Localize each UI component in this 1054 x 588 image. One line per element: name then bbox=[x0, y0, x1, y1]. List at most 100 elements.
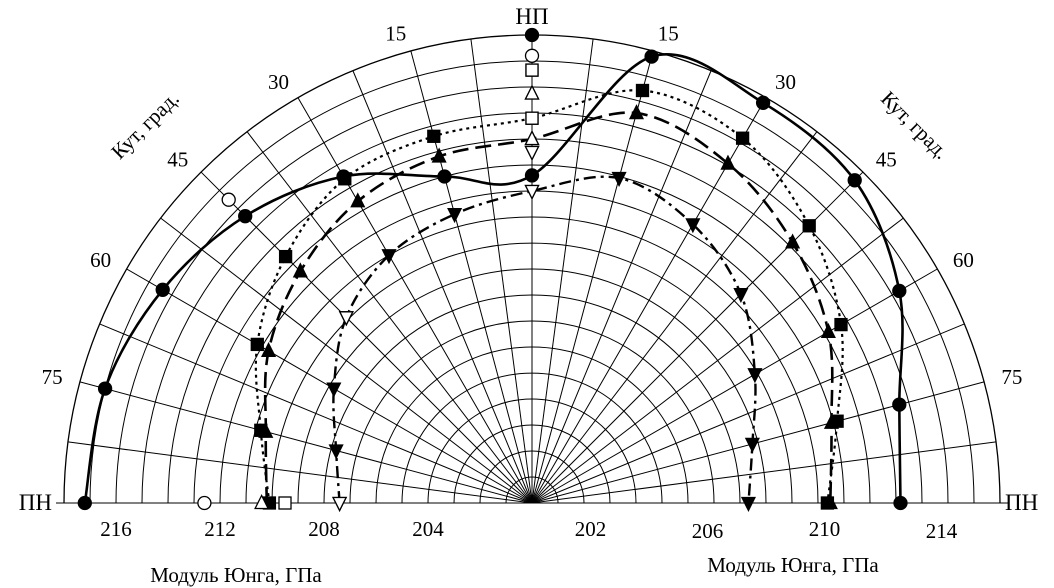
angle-tick-label: 30 bbox=[775, 70, 796, 94]
filled-triangle-up-marker bbox=[823, 413, 840, 429]
angle-spoke bbox=[160, 217, 533, 504]
filled-triangle-down-marker bbox=[744, 437, 760, 453]
filled-triangle-up-marker bbox=[822, 494, 838, 510]
angle-tick-label: 15 bbox=[385, 22, 406, 46]
filled-circle-marker bbox=[238, 209, 253, 224]
filled-circle-marker bbox=[155, 282, 170, 297]
angle-tick-label: 75 bbox=[1001, 365, 1022, 389]
open-triangle-down-marker bbox=[524, 184, 540, 200]
angle-tick-label: 75 bbox=[42, 365, 63, 389]
angle-spoke bbox=[531, 50, 654, 504]
open-triangle-down-marker bbox=[332, 496, 348, 512]
open-circle-marker bbox=[524, 48, 540, 63]
filled-circle-marker bbox=[892, 283, 907, 299]
angle-spoke bbox=[531, 268, 938, 504]
filled-circle-marker bbox=[524, 168, 540, 183]
angle-spoke bbox=[531, 217, 904, 504]
open-square-marker bbox=[525, 111, 539, 125]
angle-spoke bbox=[531, 323, 965, 504]
radial-tick-label: 202 bbox=[575, 517, 607, 541]
angle-tick-label: 60 bbox=[90, 248, 111, 272]
filled-triangle-down-marker bbox=[328, 444, 344, 460]
angle-spoke bbox=[531, 70, 712, 504]
filled-triangle-down-marker bbox=[685, 218, 701, 234]
angle-spoke bbox=[99, 323, 533, 504]
filled-triangle-down-marker bbox=[447, 208, 463, 224]
filled-square-marker bbox=[635, 83, 650, 98]
angle-tick-label: 45 bbox=[876, 147, 897, 171]
top-direction-label: НП bbox=[515, 4, 548, 29]
filled-circle-marker bbox=[437, 169, 452, 184]
filled-triangle-down-marker bbox=[611, 171, 627, 188]
angle-spoke bbox=[531, 38, 594, 504]
filled-square-marker bbox=[735, 131, 750, 145]
radial-tick-label: 204 bbox=[412, 517, 444, 541]
angle-spoke bbox=[297, 97, 533, 504]
filled-triangle-up-marker bbox=[820, 322, 836, 339]
left-direction-label: ПН bbox=[19, 490, 52, 515]
filled-triangle-up-marker bbox=[431, 147, 447, 163]
radial-tick-label: 214 bbox=[926, 519, 958, 543]
open-triangle-down-marker bbox=[524, 145, 540, 161]
open-triangle-down-marker bbox=[338, 311, 354, 327]
radial-axis-label-left: Модуль Юнга, ГПа bbox=[150, 563, 322, 587]
series-line-5 bbox=[263, 111, 834, 504]
angle-spoke bbox=[200, 171, 533, 504]
radial-tick-label: 208 bbox=[308, 517, 340, 541]
angle-spoke bbox=[67, 441, 533, 504]
series-line-7 bbox=[332, 175, 757, 504]
filled-circle-marker bbox=[524, 27, 540, 43]
filled-triangle-down-marker bbox=[326, 382, 342, 398]
filled-triangle-up-marker bbox=[350, 192, 366, 208]
open-square-marker bbox=[525, 63, 539, 77]
angle-tick-label: 45 bbox=[167, 147, 188, 171]
angle-spoke bbox=[531, 381, 985, 504]
filled-circle-marker bbox=[77, 495, 92, 511]
filled-triangle-up-marker bbox=[720, 154, 736, 170]
open-triangle-up-marker bbox=[254, 494, 270, 510]
filled-triangle-down-marker bbox=[740, 496, 757, 512]
angle-spoke bbox=[531, 131, 818, 504]
angle-spoke bbox=[531, 441, 997, 504]
radial-tick-label: 206 bbox=[692, 519, 724, 543]
filled-square-marker bbox=[250, 337, 264, 352]
open-triangle-up-marker bbox=[524, 84, 540, 100]
filled-triangle-up-marker bbox=[628, 104, 645, 120]
filled-triangle-up-marker bbox=[258, 422, 274, 438]
angle-spoke bbox=[246, 131, 533, 504]
radial-axis-label-right: Модуль Юнга, ГПа bbox=[707, 553, 879, 577]
filled-circle-marker bbox=[892, 397, 907, 412]
angle-tick-label: 60 bbox=[953, 248, 974, 272]
open-circle-marker bbox=[197, 495, 212, 511]
filled-square-marker bbox=[338, 172, 352, 186]
filled-circle-marker bbox=[97, 381, 113, 396]
open-triangle-up-marker bbox=[524, 130, 540, 146]
angle-spoke bbox=[79, 381, 533, 504]
filled-square-marker bbox=[427, 129, 441, 143]
angle-spokes bbox=[67, 35, 997, 504]
open-circle-marker bbox=[221, 192, 236, 207]
filled-triangle-up-marker bbox=[785, 233, 801, 249]
filled-circle-marker bbox=[893, 495, 908, 511]
filled-circle-marker bbox=[755, 95, 771, 110]
filled-triangle-down-marker bbox=[747, 368, 763, 384]
filled-triangle-up-marker bbox=[292, 262, 308, 278]
angle-spoke bbox=[352, 70, 533, 504]
angle-tick-label: 15 bbox=[658, 22, 679, 46]
filled-square-marker bbox=[802, 219, 816, 233]
filled-square-marker bbox=[278, 249, 293, 264]
series-markers bbox=[77, 27, 908, 512]
filled-square-marker bbox=[834, 317, 848, 332]
filled-triangle-down-marker bbox=[733, 287, 749, 304]
filled-triangle-up-marker bbox=[261, 341, 277, 358]
filled-circle-marker bbox=[847, 173, 862, 188]
angle-tick-label: 30 bbox=[268, 70, 289, 94]
filled-circle-marker bbox=[644, 49, 659, 64]
angle-spoke bbox=[470, 38, 533, 504]
filled-triangle-down-marker bbox=[381, 249, 397, 265]
radial-tick-label: 216 bbox=[100, 517, 132, 541]
radial-tick-label: 212 bbox=[204, 517, 236, 541]
radial-tick-label: 210 bbox=[809, 517, 841, 541]
angle-spoke bbox=[410, 50, 533, 504]
